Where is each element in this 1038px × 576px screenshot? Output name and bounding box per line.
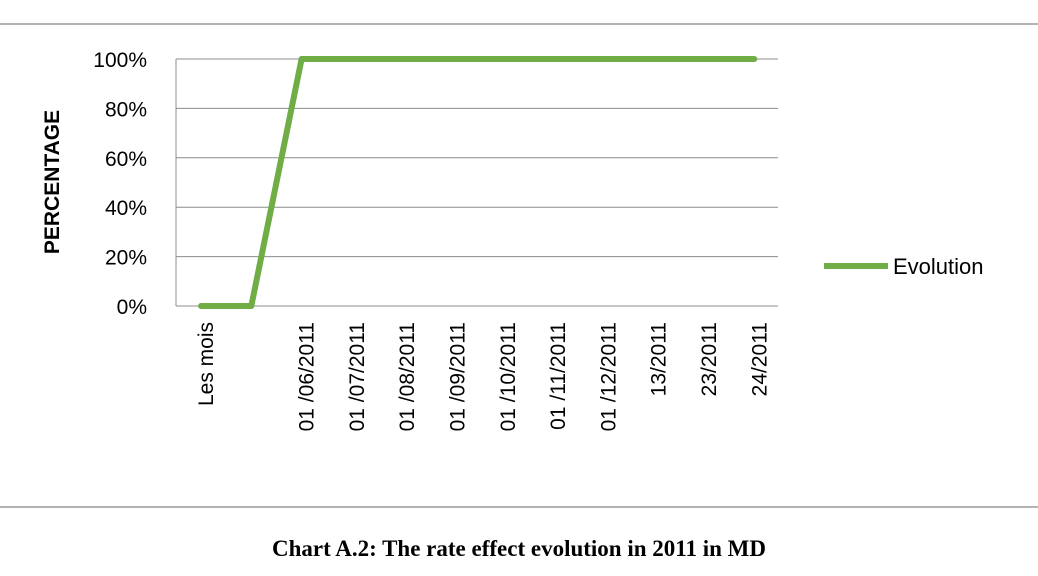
x-tick-label: 01 /09/2011 [447, 322, 470, 431]
chart-caption: Chart A.2: The rate effect evolution in … [271, 536, 767, 561]
y-tick-label: 100% [93, 49, 147, 72]
x-tick-label: 24/2011 [748, 322, 771, 396]
x-tick-label: 13/2011 [648, 322, 671, 396]
x-tick-label: 01 /06/2011 [296, 322, 319, 431]
x-axis-ticks: Les mois 01 /06/2011 01 /07/2011 01 /08/201… [195, 322, 771, 431]
x-tick-label: 01 /12/2011 [597, 322, 620, 431]
x-tick-label: Les mois [195, 322, 218, 406]
gridlines [175, 58, 778, 307]
y-tick-label: 80% [105, 98, 147, 121]
x-tick-label: 01 /10/2011 [497, 322, 520, 431]
y-tick-label: 40% [105, 197, 147, 220]
y-tick-label: 60% [105, 148, 147, 171]
legend: Evolution [824, 254, 984, 279]
y-tick-label: 20% [105, 247, 147, 270]
y-axis-ticks: 0% 20% 40% 60% 80% 100% [93, 49, 147, 319]
x-tick-label: 01 /11/2011 [547, 322, 570, 430]
x-tick-label: 23/2011 [698, 322, 721, 396]
x-tick-label: 01 /08/2011 [396, 322, 419, 431]
series-layer [198, 56, 758, 309]
y-axis-label: PERCENTAGE [41, 110, 64, 254]
legend-label-evolution: Evolution [893, 254, 984, 279]
x-tick-label: 01 /07/2011 [346, 322, 369, 431]
y-tick-label: 0% [117, 296, 147, 319]
series-line-evolution [198, 56, 758, 309]
